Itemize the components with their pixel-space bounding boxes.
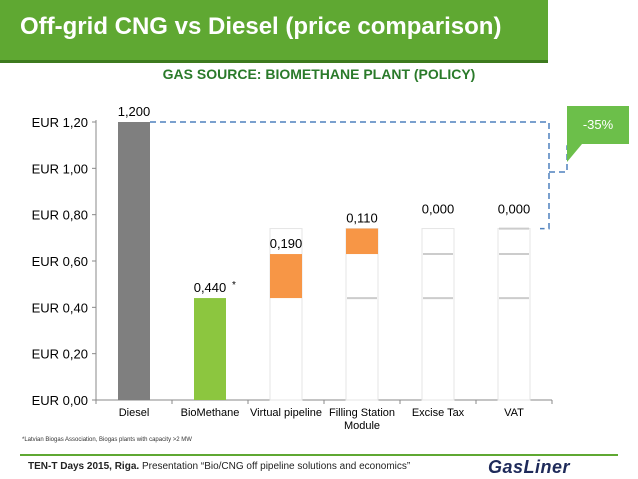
callout-pointer — [567, 144, 582, 162]
y-tick-label: EUR 1,00 — [32, 161, 88, 176]
data-label-5: 0,000 — [498, 201, 531, 216]
footer-divider — [20, 454, 618, 456]
y-tick-label: EUR 0,00 — [32, 393, 88, 408]
footnote: *Latvian Biogas Association, Biogas plan… — [22, 437, 192, 443]
savings-callout: -35% — [567, 106, 629, 144]
comparison-bracket — [150, 121, 550, 230]
x-tick-label-3: Filling Station — [329, 407, 395, 419]
y-tick-label: EUR 1,20 — [32, 115, 88, 130]
title-banner: Off-grid CNG vs Diesel (price comparison… — [0, 0, 548, 63]
bar-outline-3 — [345, 228, 379, 401]
bar-0 — [118, 122, 150, 400]
chart-subtitle: GAS SOURCE: BIOMETHANE PLANT (POLICY) — [162, 66, 476, 82]
data-label-1: 0,440 — [194, 280, 227, 295]
bar-3 — [346, 228, 378, 255]
footer-citation: TEN-T Days 2015, Riga. Presentation “Bio… — [28, 461, 410, 472]
bar-2 — [270, 254, 302, 299]
bar-1 — [194, 298, 226, 400]
data-label-marker: * — [232, 280, 236, 291]
page-title: Off-grid CNG vs Diesel (price comparison… — [20, 13, 502, 40]
gasliner-logo: GasLiner — [488, 457, 571, 477]
x-tick-label-3: Module — [344, 420, 380, 432]
data-label-2: 0,190 — [270, 236, 303, 251]
bar-outline-2 — [269, 228, 303, 401]
data-label-3: 0,110 — [346, 211, 378, 226]
footer-presentation: Presentation “Bio/CNG off pipeline solut… — [141, 461, 411, 472]
footer-event: TEN-T Days 2015, Riga. — [28, 461, 140, 472]
y-tick-label: EUR 0,80 — [32, 208, 88, 223]
y-tick-label: EUR 0,40 — [32, 300, 88, 315]
data-label-0: 1,200 — [118, 104, 151, 119]
x-tick-label-4: Excise Tax — [412, 407, 465, 419]
x-tick-label-1: BioMethane — [181, 407, 240, 419]
x-tick-label-5: VAT — [504, 407, 524, 419]
x-tick-label-0: Diesel — [119, 407, 150, 419]
bar-outline-4 — [421, 228, 455, 401]
y-tick-label: EUR 0,20 — [32, 347, 88, 362]
data-label-4: 0,000 — [422, 201, 455, 216]
y-tick-label: EUR 0,60 — [32, 254, 88, 269]
x-tick-label-2: Virtual pipeline — [250, 407, 322, 419]
